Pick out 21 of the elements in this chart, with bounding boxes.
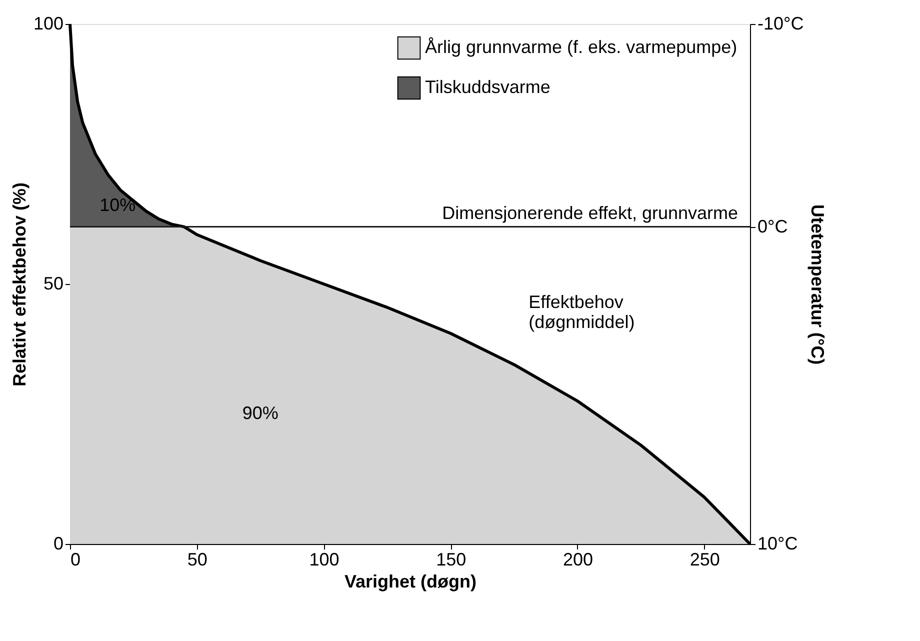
x-tick-label: 200	[562, 550, 593, 570]
x-tick-label: 150	[436, 550, 466, 570]
annotation: Effektbehov (døgnmiddel)	[528, 292, 635, 332]
y-tick-label: 50	[43, 274, 64, 294]
text: -10°C	[758, 14, 804, 34]
x-tick-label: 100	[309, 550, 340, 570]
x-tick-label: 0	[70, 550, 81, 570]
text: 0°C	[758, 216, 788, 236]
legend-label: Årlig grunnvarme (f. eks. varmepumpe)	[425, 37, 738, 57]
y-tick-label: 0	[53, 534, 64, 554]
ref-line-label: Dimensjonerende effekt, grunnvarme	[442, 202, 738, 223]
y-tick-label: 100	[33, 14, 64, 34]
annotation: 90%	[242, 403, 278, 423]
y2-axis-title: Utetemperatur (°C)	[808, 204, 828, 365]
annotation: 10%	[100, 195, 136, 215]
x-axis-title: Varighet (døgn)	[344, 572, 476, 592]
x-tick-label: 250	[690, 550, 720, 570]
y-axis-title: Relativt effektbehov (%)	[9, 182, 30, 387]
text: 10°C	[758, 534, 798, 554]
legend-label: Tilskuddsvarme	[425, 77, 550, 97]
x-tick-label: 50	[187, 550, 208, 570]
